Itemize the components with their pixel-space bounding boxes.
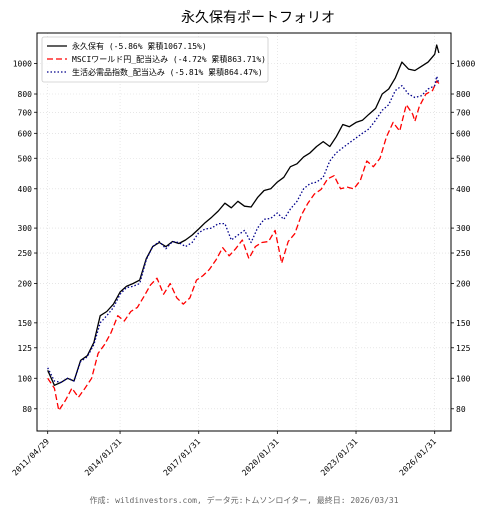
legend-label: MSCIワールド円_配当込み (-4.72% 累積863.71%): [72, 54, 266, 64]
x-tick-label: 2011/04/29: [11, 437, 52, 478]
y-tick-label: 600: [18, 129, 33, 138]
footer-credit: 作成: wildinvestors.com, データ元:トムソンロイター, 最終…: [89, 495, 398, 505]
y-tick-label: 400: [18, 185, 33, 194]
grid-lines: [37, 33, 451, 431]
y-tick-label: 700: [18, 108, 33, 117]
y-tick-label-right: 400: [456, 185, 471, 194]
series-lines: [47, 44, 440, 412]
y-tick-label: 80: [22, 405, 32, 414]
series-line-1: [47, 44, 440, 386]
legend: 永久保有 (-5.86% 累積1067.15%) MSCIワールド円_配当込み (…: [41, 36, 269, 83]
y-tick-label-right: 125: [456, 344, 471, 353]
y-tick-label: 150: [18, 319, 33, 328]
plot-frame: [36, 32, 452, 432]
y-tick-label-right: 600: [456, 129, 471, 138]
y-tick-label: 100: [18, 374, 33, 383]
y-tick-label: 300: [18, 224, 33, 233]
y-tick-label-right: 300: [456, 224, 471, 233]
y-tick-label: 1000: [13, 60, 32, 69]
y-tick-label-right: 100: [456, 374, 471, 383]
y-tick-label-right: 700: [456, 108, 471, 117]
series-line-2: [47, 80, 440, 412]
axes: 80 80 100 100 125 125 150 150 200 200 250 250 300 300…: [11, 60, 476, 478]
y-tick-label: 125: [18, 344, 33, 353]
x-tick-label: 2014/01/31: [83, 437, 124, 478]
legend-label: 永久保有 (-5.86% 累積1067.15%): [72, 41, 207, 51]
x-tick-label: 2017/01/31: [162, 437, 203, 478]
y-tick-label-right: 150: [456, 319, 471, 328]
y-tick-label-right: 80: [456, 405, 466, 414]
x-tick-label: 2020/01/31: [240, 437, 281, 478]
y-tick-label: 800: [18, 90, 33, 99]
x-tick-label: 2026/01/31: [398, 437, 439, 478]
chart-title: 永久保有ポートフォリオ: [181, 10, 335, 26]
y-tick-label-right: 200: [456, 280, 471, 289]
y-tick-label: 500: [18, 154, 33, 163]
x-tick-label: 2023/01/31: [319, 437, 360, 478]
legend-box: [41, 36, 269, 83]
y-tick-label-right: 800: [456, 90, 471, 99]
y-tick-label-right: 1000: [456, 60, 475, 69]
y-tick-label-right: 250: [456, 249, 471, 258]
legend-label: 生活必需品指数_配当込み (-5.81% 累積864.47%): [72, 67, 263, 77]
series-line-3: [47, 75, 440, 384]
y-tick-label: 250: [18, 249, 33, 258]
y-tick-label: 200: [18, 280, 33, 289]
y-tick-label-right: 500: [456, 154, 471, 163]
